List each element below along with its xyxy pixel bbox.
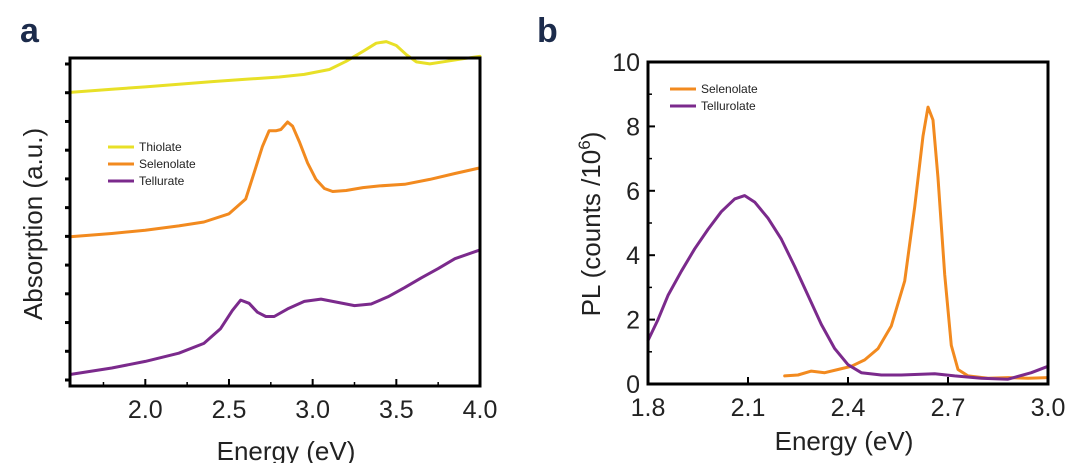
panel-a: a Absorption (a.u.) Energy (eV) 2.0 2.5 3.… bbox=[18, 12, 497, 463]
panel-b-series-tellurolate-line bbox=[646, 194, 1050, 381]
panel-b-tick-group: 1.8 2.1 2.4 2.7 3.0 0 2 4 6 8 10 bbox=[612, 49, 1065, 422]
panel-a-tick-group: 2.0 2.5 3.0 3.5 4.0 bbox=[65, 62, 498, 424]
panel-a-y-axis-title: Absorption (a.u.) bbox=[18, 128, 48, 320]
panel-a-x-tick-label: 2.5 bbox=[212, 396, 247, 424]
panel-a-legend-label: Thiolate bbox=[139, 140, 182, 154]
panel-b-legend-label: Tellurolate bbox=[701, 99, 756, 113]
panel-b-y-tick-label: 0 bbox=[626, 371, 640, 399]
panel-b-y-axis-title-main: PL (counts /10 bbox=[576, 150, 606, 317]
panel-a-x-tick-label: 4.0 bbox=[463, 396, 498, 424]
panel-b-y-axis-title: PL (counts /106) bbox=[575, 132, 606, 317]
panel-a-legend-label: Tellurate bbox=[139, 174, 185, 188]
panel-b-y-axis-title-superscript: 6 bbox=[575, 140, 594, 149]
panel-a-series-group bbox=[68, 40, 482, 376]
panel-a-x-tick-label: 3.0 bbox=[295, 396, 330, 424]
panel-a-plot-frame bbox=[68, 56, 482, 388]
panel-a-x-axis-title: Energy (eV) bbox=[217, 436, 356, 463]
panel-a-x-tick-label: 3.5 bbox=[379, 396, 414, 424]
panel-b-legend: Selenolate Tellurolate bbox=[670, 82, 758, 113]
panel-a-legend: Thiolate Selenolate Tellurate bbox=[108, 140, 196, 188]
panel-a-x-tick-label: 2.0 bbox=[128, 396, 163, 424]
panel-b-y-axis-title-suffix: ) bbox=[576, 132, 606, 141]
panel-a-series-tellurate-line bbox=[68, 248, 482, 376]
panel-b-y-tick-label: 6 bbox=[626, 178, 640, 206]
panel-b-x-tick-label: 3.0 bbox=[1031, 394, 1066, 422]
panel-b-plot-frame bbox=[646, 60, 1050, 386]
panel-b-y-tick-label: 4 bbox=[626, 242, 640, 270]
panel-a-legend-label: Selenolate bbox=[139, 157, 196, 171]
panel-b-x-tick-label: 2.7 bbox=[931, 394, 966, 422]
panel-a-series-thiolate-line bbox=[68, 40, 482, 94]
panel-b-y-tick-label: 2 bbox=[626, 307, 640, 335]
panel-b-series-selenolate-line bbox=[783, 105, 1050, 380]
panel-b-x-tick-label: 1.8 bbox=[631, 394, 666, 422]
panel-b-letter: b bbox=[537, 12, 558, 50]
panel-b-x-axis-title: Energy (eV) bbox=[775, 426, 914, 456]
panel-a-letter: a bbox=[20, 12, 40, 50]
panel-b: b PL (counts /106) Energy (eV) 1.8 2.1 2.4… bbox=[537, 12, 1065, 456]
panel-a-series-selenolate-line bbox=[68, 120, 482, 239]
panel-b-y-tick-label: 10 bbox=[612, 49, 640, 77]
panel-b-legend-label: Selenolate bbox=[701, 82, 758, 96]
panel-b-y-tick-label: 8 bbox=[626, 113, 640, 141]
panel-b-x-tick-label: 2.4 bbox=[831, 394, 866, 422]
panel-b-series-group bbox=[646, 105, 1050, 381]
panel-b-x-tick-label: 2.1 bbox=[731, 394, 766, 422]
